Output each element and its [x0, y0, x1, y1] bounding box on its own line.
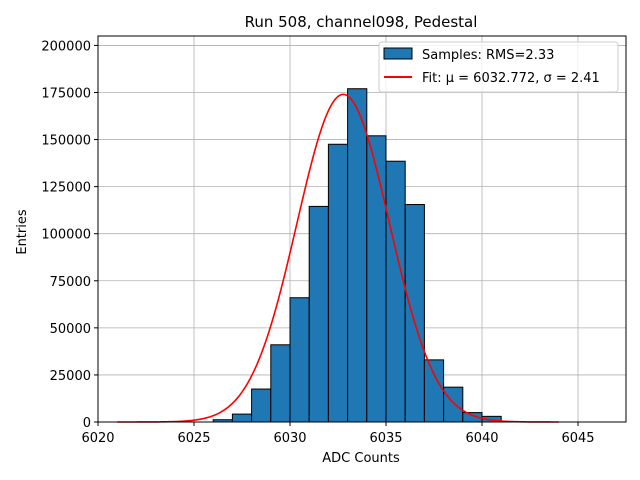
legend-label-fit: Fit: μ = 6032.772, σ = 2.41 [422, 71, 600, 86]
histogram-bar [404, 204, 425, 423]
histogram-bar [423, 359, 445, 423]
histogram-bar [308, 205, 329, 423]
y-tick-label: 200000 [41, 39, 91, 54]
y-tick-label: 125000 [41, 181, 91, 196]
histogram-bar [366, 135, 387, 423]
legend-label-histogram: Samples: RMS=2.33 [422, 48, 554, 63]
histogram-bar [443, 386, 464, 423]
histogram-bar [327, 143, 349, 423]
y-axis-title: Entries [15, 209, 30, 255]
chart-title: Run 508, channel098, Pedestal [245, 13, 478, 31]
legend: Samples: RMS=2.33 Fit: μ = 6032.772, σ =… [378, 41, 619, 93]
x-axis-title: ADC Counts [322, 451, 400, 466]
y-tick-label: 25000 [50, 369, 91, 384]
x-tick-label: 6035 [369, 431, 402, 446]
axes-frame [97, 35, 627, 423]
y-tick-label: 100000 [41, 228, 91, 243]
y-tick-label: 175000 [41, 86, 91, 101]
legend-box [378, 41, 619, 93]
plot-area: 6020 6025 6030 6035 6040 6045 0 25000 50000 75000… [41, 35, 627, 446]
histogram-bar [231, 413, 253, 423]
histogram-bar [251, 388, 272, 423]
histogram-bar [289, 297, 310, 423]
histogram-bar [270, 344, 291, 423]
y-tick-label: 0 [83, 416, 91, 431]
histogram-bar [347, 88, 368, 423]
legend-swatch-histogram [383, 47, 413, 60]
fit-curve [117, 93, 559, 423]
x-tick-label: 6025 [177, 431, 210, 446]
x-tick-label: 6045 [561, 431, 594, 446]
y-tick-label: 50000 [50, 322, 91, 337]
x-tick-label: 6030 [273, 431, 306, 446]
y-tick-label: 75000 [50, 275, 91, 290]
x-tick-label: 6020 [81, 431, 114, 446]
histogram-bar [385, 160, 406, 423]
x-tick-label: 6040 [465, 431, 498, 446]
y-tick-label: 150000 [41, 134, 91, 149]
